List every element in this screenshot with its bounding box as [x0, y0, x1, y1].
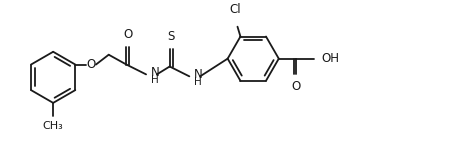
Text: O: O	[123, 28, 133, 41]
Text: N: N	[151, 66, 160, 79]
Text: CH₃: CH₃	[43, 121, 64, 131]
Text: S: S	[168, 30, 175, 43]
Text: OH: OH	[321, 52, 339, 65]
Text: Cl: Cl	[230, 3, 241, 16]
Text: N: N	[194, 68, 203, 81]
Text: H: H	[194, 77, 202, 87]
Text: O: O	[86, 58, 96, 71]
Text: O: O	[292, 80, 301, 93]
Text: H: H	[151, 75, 159, 85]
